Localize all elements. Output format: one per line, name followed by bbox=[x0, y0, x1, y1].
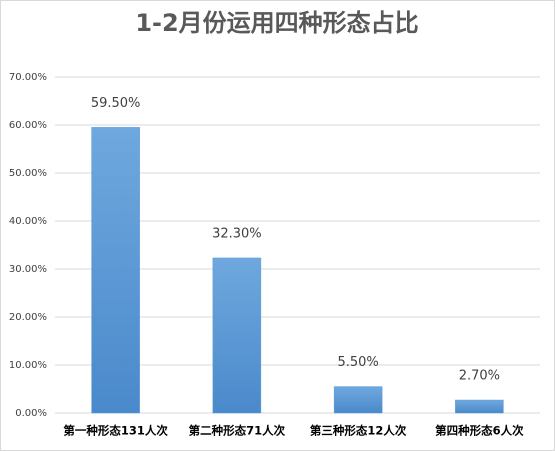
y-tick-label: 50.00% bbox=[9, 168, 47, 179]
x-tick-label: 第三种形态12人次 bbox=[310, 424, 407, 438]
y-tick-label: 30.00% bbox=[9, 264, 47, 275]
x-tick-label: 第四种形态6人次 bbox=[435, 424, 524, 438]
bar bbox=[91, 127, 140, 414]
value-label: 32.30% bbox=[212, 226, 262, 241]
bar bbox=[455, 399, 504, 414]
y-tick-label: 20.00% bbox=[9, 312, 47, 323]
y-tick-label: 70.00% bbox=[9, 72, 47, 83]
bar bbox=[212, 257, 262, 414]
y-tick-label: 60.00% bbox=[9, 120, 47, 131]
y-tick-label: 10.00% bbox=[9, 360, 47, 371]
y-tick-label: 0.00% bbox=[15, 408, 47, 419]
value-label: 5.50% bbox=[337, 355, 378, 370]
chart-title: 1-2月份运用四种形态占比 bbox=[135, 9, 418, 37]
bar bbox=[333, 386, 383, 414]
y-tick-label: 40.00% bbox=[9, 216, 47, 227]
value-label: 2.70% bbox=[459, 369, 500, 384]
value-label: 59.50% bbox=[91, 96, 141, 111]
x-tick-label: 第二种形态71人次 bbox=[189, 424, 286, 438]
x-tick-label: 第一种形态131人次 bbox=[63, 424, 168, 438]
